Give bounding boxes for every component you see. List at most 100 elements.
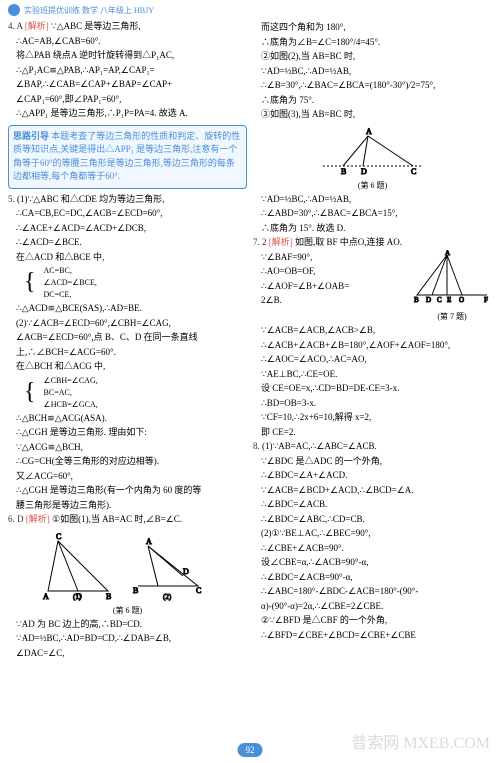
- q4-line-1: ∴AC=AB,∠CAB=60°.: [8, 35, 247, 49]
- triangle-figures-icon: C A D B (1) A B C D (2): [38, 531, 218, 601]
- figure-6: C A D B (1) A B C D (2): [8, 531, 247, 601]
- watermark: 普索网 MXEB.COM: [351, 729, 490, 753]
- svg-text:(2): (2): [163, 593, 172, 601]
- q8-l10: ∴∠ABC=180°-∠BDC-∠ACB=180°-(90°-: [253, 585, 492, 599]
- q5-brace2: { ∠CBH=∠CAG, BC=AC, ∠HCB=∠GCA,: [8, 375, 247, 411]
- q5-l3: ∴∠ACD=∠BCE.: [8, 236, 247, 250]
- q8-l3: ∵∠ACB=∠BCD+∠ACD,∴∠BCD=∠A.: [253, 484, 492, 498]
- q7-l8: ∵AE⊥BC,∴CE=OE.: [253, 368, 492, 382]
- svg-text:B: B: [106, 592, 111, 601]
- q8-l5: ∴∠BDC=∠ABC,∴CD=CB.: [253, 513, 492, 527]
- q8-l2: ∴∠BDC=∠A+∠ACD.: [253, 469, 492, 483]
- q4-label: [解析]: [25, 21, 49, 31]
- q8-l11: α)-(90°-α)=2α,∴∠CBE=2∠CBE.: [253, 600, 492, 614]
- q5-l17: ∴△CGH 是等边三角形(有一个内角为 60 度的等: [8, 484, 247, 498]
- svg-text:O: O: [459, 296, 464, 304]
- b2-0: ∠CBH=∠CAG,: [36, 375, 98, 387]
- svg-text:A: A: [445, 250, 450, 257]
- svg-text:F: F: [484, 296, 488, 304]
- q6c-1: ∴底角为∠B=∠C=180°/4=45°.: [253, 36, 492, 50]
- q8-l6: (2)①∵BE⊥AC,∴∠BEC=90°,: [253, 527, 492, 541]
- q5-l1: ∴CA=CB,EC=DC,∠ACB=∠ECD=60°,: [8, 207, 247, 221]
- q5-l8: ∠ACB=∠ECD=60°,点 B、C、D 在同一条直线: [8, 331, 247, 345]
- q7-l12: 即 CE=2.: [253, 426, 492, 440]
- svg-text:E: E: [447, 296, 451, 304]
- header-icon: [8, 4, 20, 16]
- q5-l12: ∴△BCH≌△ACG(ASA).: [8, 412, 247, 426]
- q8-l13: ∴∠BFD=∠CBE+∠BCD=∠CBE+∠CBE: [253, 629, 492, 643]
- q4-line-0: ∵△ABC 是等边三角形,: [51, 21, 141, 31]
- question-6: 6. D [解析] ①如图(1),当 AB=AC 时,∠B=∠C. C A D …: [8, 513, 247, 660]
- q4-line-4: ∠BAP,∴∠CAB=∠CAP+∠BAP=∠CAP+: [8, 78, 247, 92]
- q4-line-3: ∴△P₁AC≌△PAB,∴AP₁=AP,∠CAP₁=: [8, 64, 247, 78]
- q8-l1: ∵∠BDC 是△ADC 的一个外角,: [253, 455, 492, 469]
- left-brace-icon: {: [16, 273, 36, 292]
- svg-text:(1): (1): [73, 593, 82, 601]
- svg-text:C: C: [196, 586, 201, 595]
- triangle-7-icon: A B D C E O F: [412, 250, 492, 305]
- q5-l13: ∴△CGH 是等边三角形. 理由如下:: [8, 426, 247, 440]
- q7-num: 7.: [253, 237, 260, 247]
- svg-text:A: A: [43, 592, 49, 601]
- q5-l14: ∵△ACG≌△BCH,: [8, 441, 247, 455]
- b1-2: DC=CE,: [36, 289, 97, 301]
- q7-l9: 设 CE=OE=x,∴CD=BD=DE-CE=3-x.: [253, 382, 492, 396]
- q5-l0: (1)∵△ABC 和△CDE 均为等边三角形,: [17, 194, 164, 204]
- q7-l3: ∴∠AOF=∠B+∠OAB=: [253, 280, 412, 294]
- b2-1: BC=AC,: [36, 387, 98, 399]
- question-5: 5. (1)∵△ABC 和△CDE 均为等边三角形, ∴CA=CB,EC=DC,…: [8, 193, 247, 513]
- q6-num: 6.: [8, 514, 15, 524]
- hint-label: 思路引导: [13, 131, 49, 141]
- q7-l7: ∴∠AOC=∠ACO,∴AC=AO,: [253, 353, 492, 367]
- q7-ans: 2: [262, 237, 267, 247]
- svg-text:D: D: [183, 567, 189, 576]
- question-8: 8. (1)∵AB=AC,∴∠ABC=∠ACB. ∵∠BDC 是△ADC 的一个…: [253, 440, 492, 642]
- q4-num: 4.: [8, 21, 15, 31]
- left-brace-icon: {: [16, 383, 36, 402]
- q7-l2: ∴AO=OB=OF,: [253, 265, 412, 279]
- question-4: 4. A [解析] ∵△ABC 是等边三角形, ∴AC=AB,∠CAB=60°.…: [8, 20, 247, 121]
- q7-l10: ∴BD=OB=3-x.: [253, 397, 492, 411]
- q7-label: [解析]: [269, 237, 293, 247]
- q7-l5: ∵∠ACB=∠ACB,∠ACB>∠B,: [253, 324, 492, 338]
- q8-l7: ∴∠CBE+∠ACB=90°.: [253, 542, 492, 556]
- fig7-caption: (第 7 题): [412, 311, 492, 323]
- q6c-3: ∵AD=½BC,∴AD=½AB,: [253, 65, 492, 79]
- q6c2-0: ∵AD=½BC,∴AD=½AB,: [253, 193, 492, 207]
- page-footer: 92: [238, 745, 263, 755]
- q6-a1: ∵AD=½BC,∴AD=BD=CD,∴∠DAB=∠B,: [8, 632, 247, 646]
- q5-l2: ∴∠ACE+∠ACD=∠ACD+∠DCB,: [8, 222, 247, 236]
- q5-l10: 在△BCH 和△ACG 中,: [8, 360, 247, 374]
- q6c-2: ②如图(2),当 AB=BC 时,: [253, 50, 492, 64]
- q5-l6: ∴△ACD≌△BCE(SAS),∴AD=BE.: [8, 302, 247, 316]
- svg-text:D: D: [426, 296, 431, 304]
- q7-l6: ∴∠ACB+∠ACB+∠B=180°,∠AOF+∠AOF=180°,: [253, 339, 492, 353]
- q6-ans: D: [17, 514, 24, 524]
- fig6-caption: (第 6 题): [8, 605, 247, 617]
- svg-text:B: B: [133, 586, 138, 595]
- fig6b-caption: (第 6 题): [253, 180, 492, 192]
- q5-l18: 腰三角形是等边三角形).: [8, 499, 247, 513]
- hint-box: 思路引导 本题考查了等边三角形的性质和判定、旋转的性质等知识点,关键是得出△AP…: [8, 125, 247, 189]
- q5-num: 5.: [8, 194, 15, 204]
- right-column: 而这四个角和为 180°, ∴底角为∠B=∠C=180°/4=45°. ②如图(…: [253, 20, 492, 661]
- q6c-6: ③如图(3),当 AB=BC 时,: [253, 108, 492, 122]
- content-area: 4. A [解析] ∵△ABC 是等边三角形, ∴AC=AB,∠CAB=60°.…: [0, 20, 500, 661]
- q6c-0: 而这四个角和为 180°,: [253, 21, 492, 35]
- q7-l11: ∵CF=10,∴2x+6=10,解得 x=2,: [253, 411, 492, 425]
- q8-l9: ∴∠BDC=∠ACB=90°-α,: [253, 571, 492, 585]
- q4-line-5: ∠CAP₁=60°,即∠PAP₁=60°,: [8, 93, 247, 107]
- q7-l0: 如图,取 BF 中点O,连接 AO.: [295, 237, 402, 247]
- q5-l16: 又∠ACG=60°,: [8, 470, 247, 484]
- svg-text:C: C: [411, 167, 416, 176]
- figure-7: A B D C E O F (第 7 题): [412, 250, 492, 324]
- header-title: 实验班提优训练 数学 八年级上 HBJY: [24, 5, 154, 16]
- q8-l12: ②∵∠BFD 是△CBF 的一个外角,: [253, 614, 492, 628]
- b1-1: ∠ACD=∠BCE,: [36, 277, 97, 289]
- figure-6b: B D C A: [253, 126, 492, 176]
- q5-brace1: { AC=BC, ∠ACD=∠BCE, DC=CE,: [8, 265, 247, 301]
- question-7: 7. 2 [解析] 如图,取 BF 中点O,连接 AO. ∵∠BAF=90°, …: [253, 236, 492, 439]
- q4-answer: A: [17, 21, 23, 31]
- triangle-figure-icon: B D C A: [313, 126, 433, 176]
- q6-a0: ∵AD 为 BC 边上的高,∴BD=CD.: [8, 618, 247, 632]
